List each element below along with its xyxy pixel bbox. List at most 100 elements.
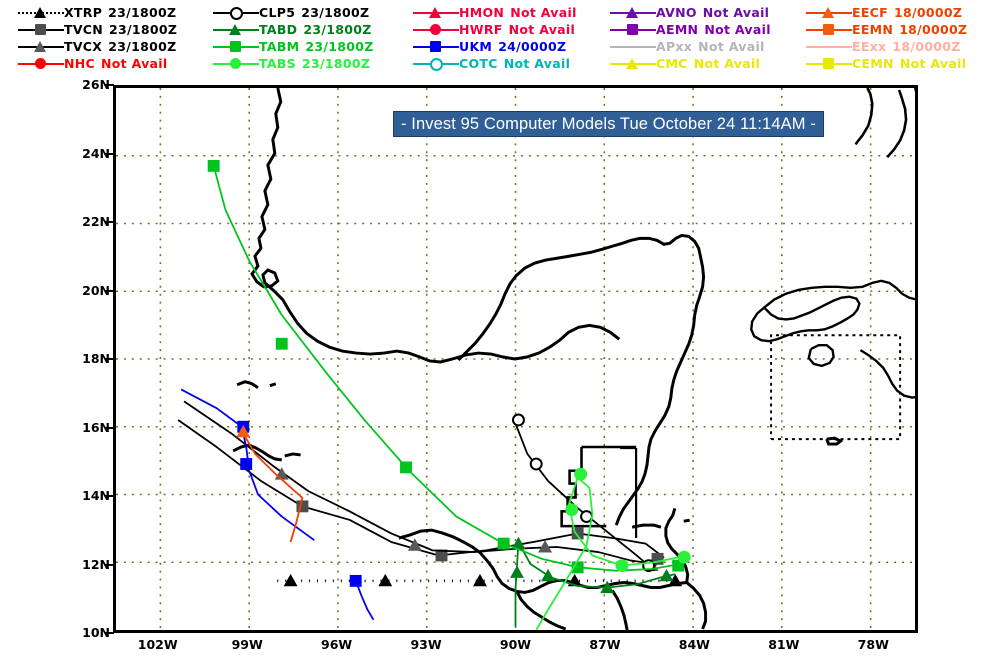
legend-model-time: 23/1800Z — [303, 22, 372, 37]
legend-item-hwrf[interactable]: HWRF Not Avail — [413, 21, 577, 38]
legend-symbol-avno — [610, 4, 656, 21]
legend-marker-triangle-icon — [34, 41, 46, 52]
legend-symbol-cotc — [413, 55, 459, 72]
y-axis-tick-label: 20N — [82, 282, 110, 298]
y-axis-tick-label: 14N — [82, 488, 110, 503]
legend-column-4: AVNO Not Avail AEMN Not Avail APxx Not Avail C… — [610, 4, 771, 72]
x-axis-tick-label: 81W — [768, 637, 800, 652]
y-axis-tick-label: 22N — [82, 214, 110, 229]
title-banner-text: - Invest 95 Computer Models Tue October … — [401, 114, 816, 133]
legend-marker-triangle-icon — [626, 7, 638, 18]
legend-model-name: HWRF — [459, 22, 503, 37]
map-canvas — [116, 88, 915, 630]
title-banner: - Invest 95 Computer Models Tue October … — [393, 111, 824, 137]
legend-symbol-clp5 — [213, 4, 259, 21]
legend-symbol-eexx — [806, 38, 852, 55]
coastline-nicaragua-east — [611, 589, 629, 630]
y-axis-tick-mark — [105, 495, 114, 497]
border-guatemala — [560, 445, 637, 528]
legend-item-hmon[interactable]: HMON Not Avail — [413, 4, 577, 21]
legend-item-clp5[interactable]: CLP5 23/1800Z — [213, 4, 374, 21]
legend-item-xtrp[interactable]: XTRP 23/1800Z — [18, 4, 177, 21]
y-axis-tick-mark — [105, 289, 114, 292]
track-marker-triangle — [541, 568, 556, 582]
legend-item-eexx[interactable]: EExx 18/0000Z — [806, 38, 967, 55]
legend-model-time: Not Avail — [704, 22, 771, 37]
legend-item-tabd[interactable]: TABD 23/1800Z — [213, 21, 374, 38]
y-axis-tick-mark — [105, 84, 114, 86]
legend-item-ukm[interactable]: UKM 24/0000Z — [413, 38, 577, 55]
legend-model-name: NHC — [64, 56, 95, 71]
legend-model-time: 23/1800Z — [305, 39, 374, 54]
legend-symbol-tabs — [213, 55, 259, 72]
legend-item-avno[interactable]: AVNO Not Avail — [610, 4, 771, 21]
legend-item-aemn[interactable]: AEMN Not Avail — [610, 21, 771, 38]
track-marker-triangle — [407, 538, 422, 551]
legend-marker-triangle-icon — [626, 58, 638, 69]
legend-model-name: HMON — [459, 5, 505, 20]
legend-line-icon — [610, 46, 656, 48]
track-tabm — [207, 159, 685, 574]
legend-item-tabm[interactable]: TABM 23/1800Z — [213, 38, 374, 55]
legend-item-apxx[interactable]: APxx Not Avail — [610, 38, 771, 55]
track-marker-triangle — [600, 580, 615, 594]
track-line — [535, 476, 688, 630]
y-axis-tick-label: 24N — [82, 145, 110, 161]
track-line — [354, 580, 375, 621]
track-marker-square — [435, 549, 448, 562]
legend-marker-circle-icon — [35, 58, 46, 69]
track-tabd — [510, 536, 676, 627]
y-axis-tick-label: 18N — [82, 351, 110, 366]
legend-item-nhc[interactable]: NHC Not Avail — [18, 55, 177, 72]
track-marker-triangle — [473, 573, 487, 587]
x-axis-tick-label: 87W — [589, 637, 621, 652]
legend-symbol-cmc — [610, 55, 656, 72]
legend-model-name: CEMN — [852, 56, 894, 71]
legend-model-name: COTC — [459, 56, 498, 71]
track-marker-triangle — [378, 573, 393, 587]
coast-mexico-pacific-small — [236, 380, 277, 389]
track-marker-circle — [574, 467, 588, 481]
track-marker-triangle — [659, 568, 674, 582]
legend-model-name: EECF — [852, 5, 888, 20]
legend-item-tvcn[interactable]: TVCN 23/1800Z — [18, 21, 177, 38]
legend-item-cemn[interactable]: CEMN Not Avail — [806, 55, 967, 72]
legend-model-name: TABD — [259, 22, 298, 37]
island-isla-juventud — [807, 343, 835, 368]
legend-item-eecf[interactable]: EECF 18/0000Z — [806, 4, 967, 21]
legend-model-time: Not Avail — [702, 5, 770, 20]
legend-marker-circle-icon — [230, 58, 241, 69]
legend-item-cmc[interactable]: CMC Not Avail — [610, 55, 771, 72]
legend-column-3: HMON Not Avail HWRF Not Avail UKM 24/0000Z COT… — [413, 4, 577, 72]
island-florida-tip — [854, 88, 908, 159]
legend-item-cotc[interactable]: COTC Not Avail — [413, 55, 577, 72]
track-marker-circle-hollow — [580, 510, 593, 523]
legend-symbol-xtrp — [18, 4, 64, 21]
legend-item-tabs[interactable]: TABS 23/1800Z — [213, 55, 374, 72]
track-line — [242, 433, 304, 543]
legend-model-time: Not Avail — [101, 56, 168, 71]
legend-model-name: TABS — [259, 56, 296, 71]
coast-mexico-pacific-bay — [232, 443, 301, 462]
map-plot-area — [113, 85, 918, 633]
track-marker-circle — [615, 559, 629, 573]
track-line — [183, 400, 656, 572]
legend-model-name: CLP5 — [259, 5, 296, 20]
legend-marker-square-icon — [823, 58, 834, 69]
border-dotted-honduras — [770, 334, 902, 441]
y-axis-tick-label: 16N — [82, 419, 110, 435]
legend-symbol-cemn — [806, 55, 852, 72]
legend-marker-square-icon — [430, 41, 441, 52]
track-marker-square — [571, 561, 584, 574]
y-axis-tick-mark — [105, 221, 114, 223]
legend-symbol-eecf — [806, 4, 852, 21]
legend-symbol-ukm — [413, 38, 459, 55]
legend-model-time: 18/0000Z — [899, 22, 968, 37]
model-tracks — [177, 159, 691, 630]
track-marker-circle — [677, 550, 691, 564]
y-axis-tick-label: 12N — [82, 556, 110, 572]
legend-item-tvcx[interactable]: TVCX 23/1800Z — [18, 38, 177, 55]
x-axis-tick-label: 78W — [857, 637, 889, 652]
legend-item-eemn[interactable]: EEMN 18/0000Z — [806, 21, 967, 38]
legend-model-name: APxx — [656, 39, 693, 54]
